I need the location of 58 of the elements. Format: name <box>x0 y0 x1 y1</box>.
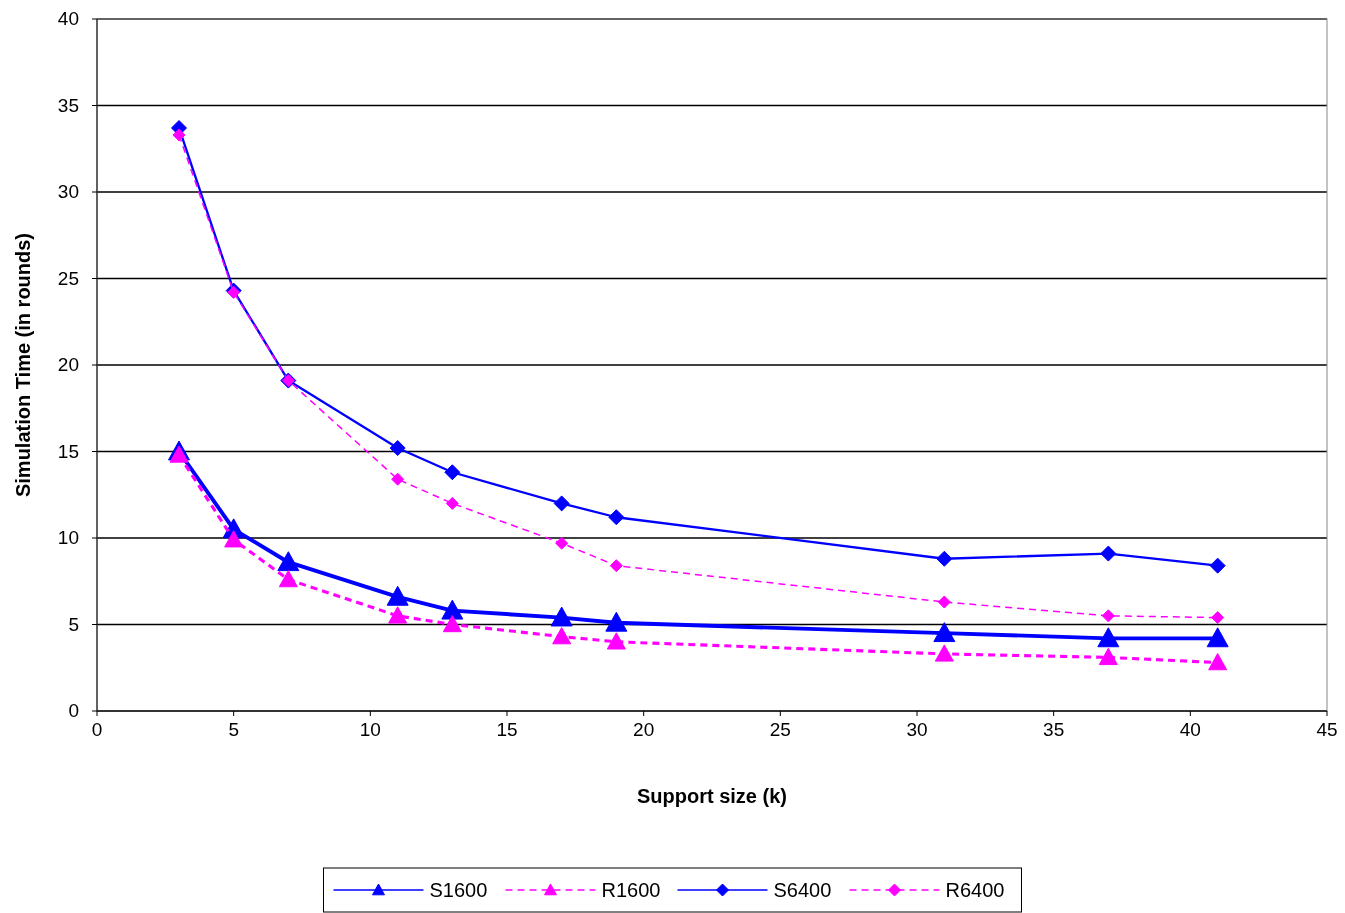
point <box>933 622 956 643</box>
point <box>1098 647 1118 666</box>
point <box>172 128 186 142</box>
point <box>934 644 954 662</box>
point <box>441 599 464 620</box>
y-tick-label: 25 <box>57 267 79 289</box>
point <box>277 551 300 572</box>
point <box>445 496 459 510</box>
x-tick-label: 40 <box>1179 719 1201 740</box>
point <box>444 464 461 481</box>
x-tick-label: 10 <box>359 719 381 740</box>
point <box>552 627 572 645</box>
point <box>278 570 298 588</box>
point <box>1209 557 1226 574</box>
point <box>605 611 628 632</box>
legend-label: S1600 <box>429 879 488 901</box>
point <box>224 530 244 548</box>
point <box>1211 611 1225 625</box>
point <box>386 585 409 606</box>
point <box>608 509 625 526</box>
point <box>391 472 405 486</box>
x-tick-label: 45 <box>1316 719 1338 740</box>
point <box>1208 653 1228 671</box>
y-axis-title: Simulation Time (in rounds) <box>12 232 34 498</box>
y-tick-label: 35 <box>57 94 79 116</box>
point <box>1206 627 1229 648</box>
point <box>389 440 406 457</box>
legend-label: S6400 <box>773 879 832 901</box>
x-tick-label: 5 <box>228 719 239 740</box>
y-tick-label: 5 <box>68 613 79 635</box>
x-axis-title: Support size (k) <box>636 785 788 807</box>
point <box>555 536 569 550</box>
legend-label: R1600 <box>601 879 661 901</box>
point <box>550 606 573 627</box>
y-tick-label: 15 <box>57 440 79 462</box>
x-tick-label: 20 <box>633 719 655 740</box>
point <box>169 445 189 463</box>
point <box>388 606 408 624</box>
y-tick-label: 20 <box>57 354 79 375</box>
y-tick-label: 0 <box>68 700 79 721</box>
y-tick-label: 40 <box>57 8 79 29</box>
point <box>937 595 951 609</box>
x-tick-label: 25 <box>769 719 791 740</box>
point <box>1097 627 1120 648</box>
point <box>606 632 626 650</box>
point <box>553 495 570 512</box>
point <box>442 615 462 633</box>
y-tick-label: 10 <box>57 527 79 548</box>
x-tick-label: 35 <box>1043 719 1065 740</box>
point <box>609 559 623 573</box>
point <box>1100 545 1117 562</box>
x-tick-label: 30 <box>906 719 928 740</box>
point <box>936 550 953 567</box>
x-tick-label: 0 <box>91 719 103 740</box>
legend-label: R6400 <box>945 879 1005 901</box>
x-tick-label: 15 <box>496 719 518 740</box>
y-tick-label: 30 <box>57 181 79 202</box>
point <box>1101 609 1115 623</box>
